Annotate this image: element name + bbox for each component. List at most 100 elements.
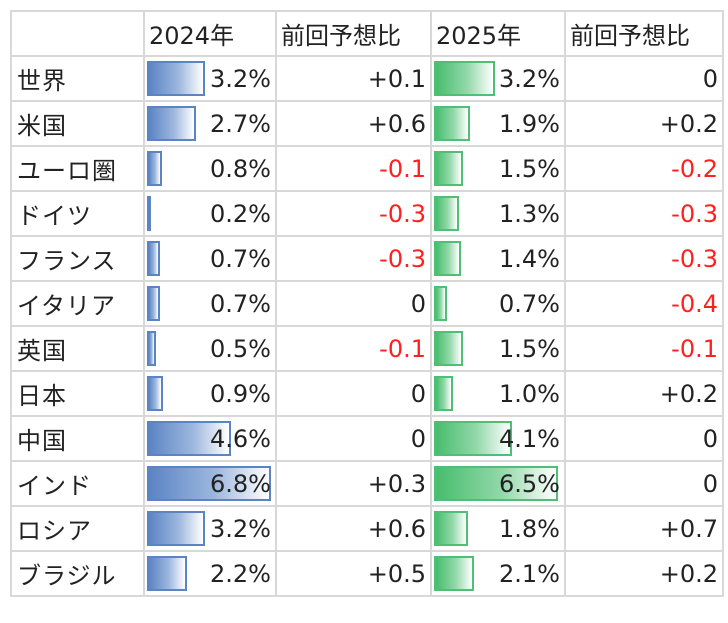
value-2024-cell: 0.7%	[143, 235, 277, 282]
value-2025-cell: 1.8%	[430, 505, 566, 552]
table-row: ロシア 3.2% +0.6 1.8% +0.7	[10, 505, 724, 552]
value-2025-cell-label: 2.1%	[499, 559, 560, 588]
value-2025-cell-bar	[434, 421, 512, 456]
value-2024-cell: 2.7%	[143, 100, 277, 147]
value-2025-cell: 0.7%	[430, 280, 566, 327]
value-2025-cell: 6.5%	[430, 460, 566, 507]
value-2024-cell-label: 6.8%	[210, 469, 271, 498]
region-name-cell: 英国	[10, 325, 145, 372]
value-2025-cell: 4.1%	[430, 415, 566, 462]
value-2024-cell-bar	[147, 61, 205, 96]
value-2024-cell-label: 4.6%	[210, 424, 271, 453]
value-2025-cell-bar	[434, 196, 459, 231]
value-2025-cell: 3.2%	[430, 55, 566, 102]
header-2024: 2024年	[143, 10, 277, 57]
value-2024-cell-label: 2.2%	[210, 559, 271, 588]
value-2025-cell-label: 4.1%	[499, 424, 560, 453]
value-2025-cell-label: 1.0%	[499, 379, 560, 408]
value-2024-cell: 2.2%	[143, 550, 277, 597]
table-row: 英国 0.5% -0.1 1.5% -0.1	[10, 325, 724, 372]
table-row: 日本 0.9% 0 1.0% +0.2	[10, 370, 724, 417]
value-2025-cell: 1.0%	[430, 370, 566, 417]
diff-2024-cell: -0.1	[275, 145, 432, 192]
diff-2024-cell: -0.3	[275, 235, 432, 282]
value-2024-cell-label: 0.2%	[210, 199, 271, 228]
value-2024-cell-label: 3.2%	[210, 64, 271, 93]
diff-2024-cell: 0	[275, 280, 432, 327]
diff-2024-cell: +0.5	[275, 550, 432, 597]
value-2024-cell: 0.5%	[143, 325, 277, 372]
value-2024-cell-label: 0.8%	[210, 154, 271, 183]
value-2024-cell-label: 0.7%	[210, 244, 271, 273]
value-2024-cell-bar	[147, 466, 271, 501]
table-row: ドイツ 0.2% -0.3 1.3% -0.3	[10, 190, 724, 237]
region-name-cell: 米国	[10, 100, 145, 147]
table-row: ユーロ圏 0.8% -0.1 1.5% -0.2	[10, 145, 724, 192]
table-row: 米国 2.7% +0.6 1.9% +0.2	[10, 100, 724, 147]
table-row: ブラジル 2.2% +0.5 2.1% +0.2	[10, 550, 724, 597]
value-2025-cell-bar	[434, 331, 463, 366]
diff-2025-cell: +0.7	[564, 505, 724, 552]
region-name-cell: フランス	[10, 235, 145, 282]
value-2025-cell-label: 1.9%	[499, 109, 560, 138]
table-body: 世界 3.2% +0.1 3.2% 0 米国 2.7% +0.6 1.9% +0.2 ユーロ圏 0.8…	[10, 55, 724, 597]
value-2025-cell-label: 1.5%	[499, 334, 560, 363]
value-2024-cell: 0.8%	[143, 145, 277, 192]
table-row: イタリア 0.7% 0 0.7% -0.4	[10, 280, 724, 327]
gdp-forecast-table-container: 2024年 前回予想比 2025年 前回予想比 世界 3.2% +0.1 3.2% 0 米…	[10, 10, 724, 597]
table-row: 中国 4.6% 0 4.1% 0	[10, 415, 724, 462]
value-2025-cell-bar	[434, 511, 468, 546]
value-2024-cell-label: 0.5%	[210, 334, 271, 363]
diff-2025-cell: -0.3	[564, 190, 724, 237]
diff-2024-cell: +0.3	[275, 460, 432, 507]
value-2024-cell-bar	[147, 151, 162, 186]
value-2024-cell-bar	[147, 106, 196, 141]
value-2025-cell: 1.3%	[430, 190, 566, 237]
value-2025-cell: 1.4%	[430, 235, 566, 282]
value-2024-cell-bar	[147, 376, 163, 411]
value-2024-cell: 0.7%	[143, 280, 277, 327]
diff-2025-cell: 0	[564, 415, 724, 462]
region-name-cell: インド	[10, 460, 145, 507]
diff-2025-cell: +0.2	[564, 550, 724, 597]
region-name-cell: ドイツ	[10, 190, 145, 237]
table-row: インド 6.8% +0.3 6.5% 0	[10, 460, 724, 507]
value-2025-cell: 1.5%	[430, 145, 566, 192]
value-2024-cell-label: 0.7%	[210, 289, 271, 318]
value-2025-cell-bar	[434, 556, 474, 591]
value-2024-cell: 3.2%	[143, 505, 277, 552]
value-2025-cell-bar	[434, 286, 447, 321]
diff-2025-cell: 0	[564, 55, 724, 102]
value-2024-cell-bar	[147, 556, 187, 591]
header-2025-diff: 前回予想比	[564, 10, 724, 57]
region-name-cell: ブラジル	[10, 550, 145, 597]
value-2025-cell: 2.1%	[430, 550, 566, 597]
value-2024-cell-bar	[147, 331, 156, 366]
diff-2025-cell: -0.2	[564, 145, 724, 192]
value-2024-cell: 0.9%	[143, 370, 277, 417]
value-2025-cell-bar	[434, 106, 470, 141]
value-2025-cell-label: 1.5%	[499, 154, 560, 183]
region-name-cell: ロシア	[10, 505, 145, 552]
diff-2024-cell: +0.6	[275, 505, 432, 552]
value-2025-cell-bar	[434, 466, 558, 501]
value-2024-cell-bar	[147, 511, 205, 546]
diff-2024-cell: 0	[275, 370, 432, 417]
value-2024-cell: 4.6%	[143, 415, 277, 462]
diff-2025-cell: +0.2	[564, 370, 724, 417]
value-2025-cell-bar	[434, 241, 461, 276]
diff-2024-cell: +0.1	[275, 55, 432, 102]
value-2025-cell-bar	[434, 376, 453, 411]
diff-2025-cell: -0.4	[564, 280, 724, 327]
value-2025-cell-label: 0.7%	[499, 289, 560, 318]
region-name-cell: 日本	[10, 370, 145, 417]
diff-2024-cell: 0	[275, 415, 432, 462]
value-2024-cell-label: 3.2%	[210, 514, 271, 543]
value-2024-cell-label: 2.7%	[210, 109, 271, 138]
gdp-forecast-table: 2024年 前回予想比 2025年 前回予想比 世界 3.2% +0.1 3.2% 0 米…	[10, 10, 724, 597]
header-2025: 2025年	[430, 10, 566, 57]
value-2024-cell-bar	[147, 196, 151, 231]
region-name-cell: 世界	[10, 55, 145, 102]
value-2025-cell-label: 3.2%	[499, 64, 560, 93]
value-2024-cell: 0.2%	[143, 190, 277, 237]
